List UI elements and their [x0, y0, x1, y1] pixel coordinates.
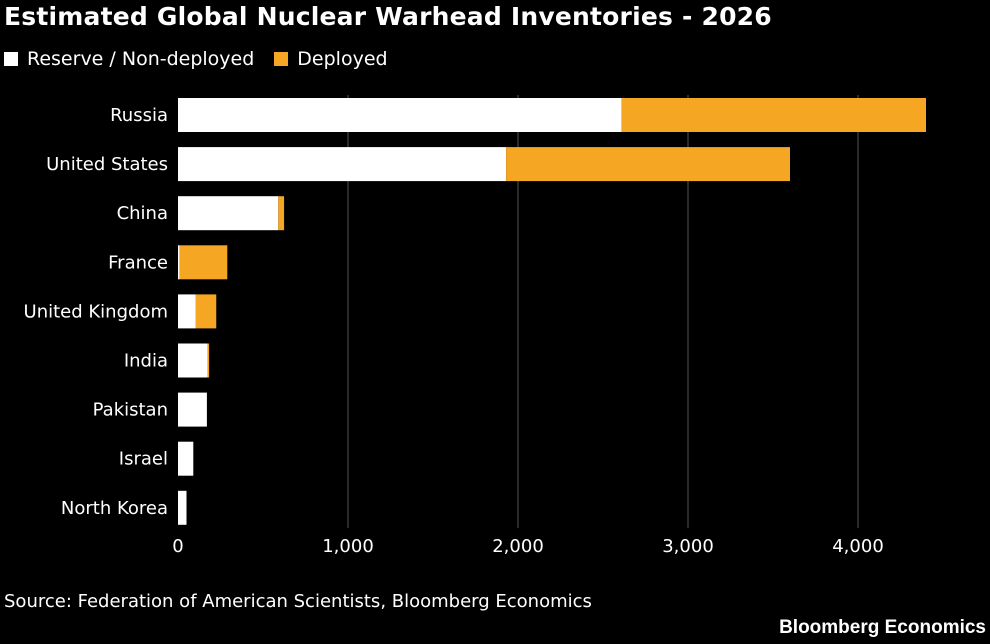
legend-swatch-deployed — [274, 52, 289, 66]
deployed-bar — [506, 147, 790, 182]
legend-item-reserve: Reserve / Non-deployed — [4, 48, 254, 70]
category-label: United States — [46, 154, 168, 175]
bar-chart: Russia United States China France United Kin… — [24, 95, 926, 557]
x-tick-label: 4,000 — [832, 536, 884, 557]
category-label: Pakistan — [93, 400, 168, 421]
reserve-bar — [178, 441, 194, 476]
source-note: Source: Federation of American Scientist… — [4, 591, 592, 612]
reserve-bar — [178, 98, 622, 132]
category-label: North Korea — [61, 498, 168, 519]
reserve-bar — [178, 147, 507, 182]
x-tick-label: 2,000 — [492, 536, 544, 557]
category-label: France — [108, 252, 168, 273]
legend-item-deployed: Deployed — [274, 48, 388, 70]
reserve-bar — [178, 490, 187, 525]
brand-logo: Bloomberg Economics — [779, 617, 986, 638]
reserve-bar — [178, 392, 207, 427]
legend-label-deployed: Deployed — [297, 48, 388, 70]
deployed-bar — [195, 294, 217, 329]
reserve-bar — [178, 294, 196, 329]
reserve-bar — [178, 343, 208, 378]
chart-title: Estimated Global Nuclear Warhead Invento… — [4, 2, 772, 31]
category-label: Israel — [119, 449, 168, 470]
deployed-bar — [179, 245, 228, 280]
category-label: United Kingdom — [24, 301, 168, 322]
deployed-bar — [621, 98, 926, 132]
reserve-bar — [178, 196, 279, 231]
category-label: Russia — [110, 105, 168, 126]
x-tick-label: 1,000 — [322, 536, 374, 557]
deployed-bar — [207, 343, 210, 378]
category-label: India — [124, 351, 168, 372]
x-tick-label: 3,000 — [662, 536, 714, 557]
deployed-bar — [278, 196, 285, 231]
legend: Reserve / Non-deployed Deployed — [4, 48, 408, 70]
category-label: China — [117, 203, 168, 224]
reserve-bar — [178, 245, 180, 280]
legend-swatch-reserve — [4, 52, 18, 66]
legend-label-reserve: Reserve / Non-deployed — [27, 48, 255, 70]
x-tick-label: 0 — [172, 536, 183, 557]
